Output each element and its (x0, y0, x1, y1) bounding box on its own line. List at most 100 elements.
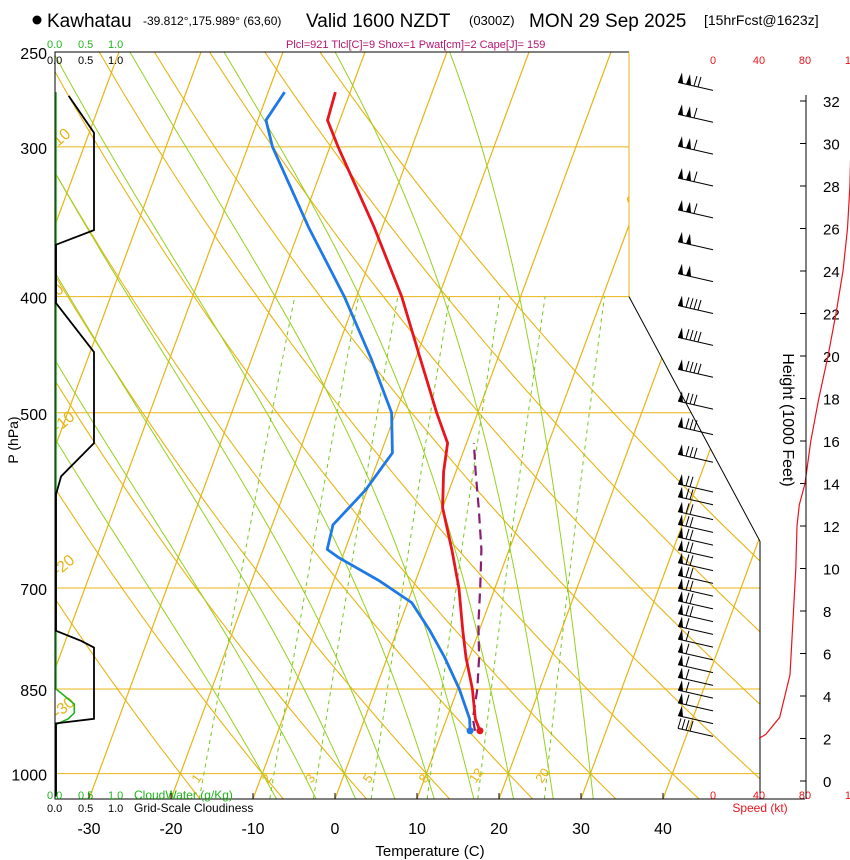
wind-barb (677, 486, 714, 506)
cloudwater-top-tick: 0.0 (47, 39, 62, 51)
wind-barb-staff (677, 727, 714, 737)
wind-barb-pennant (678, 444, 683, 456)
moist-adiabat-line (323, 52, 554, 799)
height-tick-label: 8 (823, 604, 831, 621)
dry-adiabat-line (55, 52, 617, 799)
wind-barb-flag (689, 419, 694, 430)
wind-barb-pennant (678, 486, 683, 498)
plot-slant-edge (628, 296, 761, 542)
wind-barb (677, 616, 714, 635)
wind-barb-staff (677, 651, 714, 661)
speed-bottom-tick: 80 (799, 790, 811, 802)
height-tick-label: 16 (823, 434, 840, 451)
temperature-tick-label: -10 (241, 821, 264, 838)
wind-barb-pennant (686, 74, 691, 86)
wind-barb-pennant (678, 527, 683, 539)
wind-barb-pennant (678, 416, 683, 428)
wind-barb-pennant (678, 327, 683, 339)
mixing-ratio-line (312, 296, 399, 799)
pressure-axis-label: P (hPa) (5, 416, 21, 463)
wind-barb-flag (693, 362, 698, 374)
wind-barb-flag (697, 76, 702, 88)
wind-barb-flag (685, 554, 690, 565)
wind-barb-flag (685, 694, 690, 705)
wind-barb (677, 641, 714, 661)
wind-barb (677, 590, 714, 610)
wind-barb (677, 692, 714, 712)
wind-barb-pennant (678, 474, 683, 485)
cloudiness-top-tick: 0.5 (78, 55, 93, 67)
wind-barb (677, 231, 714, 251)
dry-adiabat-line (55, 52, 201, 799)
dry-adiabat-line (86, 52, 700, 799)
wind-barb (677, 391, 714, 410)
mixing-ratio-line (477, 296, 546, 799)
dry-adiabat-line (55, 52, 284, 799)
wind-barb-flag (685, 630, 690, 642)
speed-top-tick: 80 (799, 55, 811, 67)
wind-barb-flag (685, 528, 690, 540)
wind-barb (677, 539, 714, 559)
temperature-tick-label: 0 (331, 821, 340, 838)
wind-barb (677, 474, 714, 493)
height-tick-label: 14 (823, 477, 840, 494)
wind-barb (677, 667, 714, 686)
mixing-ratio-line (198, 296, 296, 799)
wind-barb-flag (697, 363, 702, 374)
speed-axis-label: Speed (kt) (732, 801, 787, 815)
mixing-ratio-line (426, 296, 501, 799)
cloudiness-bottom-tick: 1.0 (108, 803, 123, 815)
wind-barb-pennant (686, 233, 691, 245)
cloudiness-top-tick: 0.0 (47, 55, 62, 67)
dry-adiabat-line (195, 52, 760, 799)
wind-barb-staff (677, 613, 714, 623)
isotherm-line (580, 52, 760, 799)
wind-barb-staff (677, 587, 714, 597)
wind-barb-flag (685, 643, 690, 654)
wind-barb-flag (685, 445, 690, 457)
wind-barb-pennant (678, 705, 683, 717)
wind-barb-pennant (678, 552, 683, 564)
wind-barb-pennant (686, 106, 691, 118)
wind-barb-flag (693, 107, 698, 119)
wind-barb-flag (689, 593, 694, 604)
wind-barb-pennant (678, 231, 683, 243)
moist-adiabat-line (55, 52, 277, 799)
plot-frame (54, 51, 760, 800)
wind-barb-flag (685, 592, 690, 603)
wind-barb (677, 359, 714, 378)
wind-barb-pennant (678, 168, 683, 179)
wind-barb-pennant (678, 359, 683, 371)
wind-barb-pennant (678, 641, 683, 653)
cloudwater-axis-label: CloudWater (g/Kg) (134, 788, 233, 802)
height-tick-label: 10 (823, 562, 840, 579)
cloudwater-top-tick: 0.5 (78, 39, 93, 51)
dry-adiabat-line (304, 52, 760, 799)
wind-barb-staff (677, 336, 714, 346)
wind-barb-flag (685, 656, 690, 667)
height-tick-label: 18 (823, 392, 840, 409)
wind-barb-staff (677, 145, 714, 155)
wind-barb-flag (685, 579, 690, 591)
pressure-tick-label: 500 (20, 407, 47, 424)
dry-adiabat-line (141, 52, 760, 799)
wind-barb (677, 295, 714, 315)
wind-barb-flag (685, 681, 690, 693)
wind-barb (677, 629, 714, 648)
wind-barb-pennant (678, 539, 683, 551)
dry-adiabat-line (55, 52, 451, 799)
wind-barb-flag (685, 541, 690, 552)
moist-adiabat-line (55, 52, 317, 799)
wind-barb (677, 680, 714, 699)
wind-barb-pennant (678, 136, 683, 148)
wind-barb-flag (677, 718, 682, 729)
isotherm-line (55, 52, 120, 799)
cloudiness-axis-label: Grid-Scale Cloudiness (134, 801, 253, 815)
wind-barb-flag (689, 529, 694, 541)
wind-barb-flag (693, 75, 698, 87)
speed-top-tick: 0 (710, 55, 716, 67)
temperature-tick-label: 30 (572, 821, 590, 838)
wind-barb-staff (677, 689, 714, 699)
